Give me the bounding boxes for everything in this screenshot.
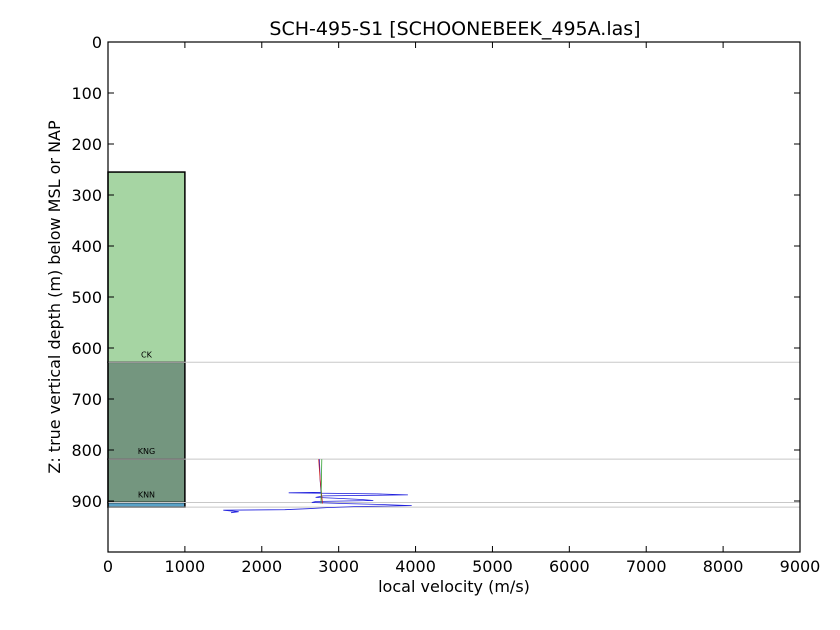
y-axis: 0 100 200 300 400 500 600 700 800 900 <box>71 33 800 511</box>
series-line <box>223 459 412 514</box>
y-tick-label: 200 <box>71 135 102 154</box>
horizons-layer <box>108 361 800 508</box>
y-tick-label: 800 <box>71 441 102 460</box>
zone-rect <box>107 171 186 364</box>
zones-layer: CK KNG KNN <box>107 171 186 508</box>
x-tick-label: 6000 <box>549 557 590 576</box>
x-tick-label: 1000 <box>165 557 206 576</box>
y-tick-label: 400 <box>71 237 102 256</box>
y-tick-label: 300 <box>71 186 102 205</box>
series-line <box>318 459 323 504</box>
x-tick-label: 9000 <box>780 557 821 576</box>
y-tick-label: 600 <box>71 339 102 358</box>
plot-frame <box>107 41 801 553</box>
y-tick-label: 100 <box>71 84 102 103</box>
x-tick-label: 2000 <box>241 557 282 576</box>
zone-rect <box>107 361 186 460</box>
series-layer <box>223 459 412 514</box>
zone-rect <box>107 501 186 508</box>
zone-label: CK <box>141 350 153 359</box>
x-tick-label: 8000 <box>703 557 744 576</box>
y-tick-label: 700 <box>71 390 102 409</box>
x-tick-label: 7000 <box>626 557 667 576</box>
y-tick-label: 900 <box>71 492 102 511</box>
y-axis-label: Z: true vertical depth (m) below MSL or … <box>45 120 64 474</box>
series-line <box>320 459 323 504</box>
x-axis: 0 1000 2000 3000 4000 5000 6000 7000 8000 9000 <box>103 42 820 576</box>
x-tick-label: 3000 <box>318 557 359 576</box>
x-tick-label: 0 <box>103 557 113 576</box>
x-axis-label: local velocity (m/s) <box>378 577 530 596</box>
y-tick-label: 500 <box>71 288 102 307</box>
x-tick-label: 5000 <box>472 557 513 576</box>
x-tick-label: 4000 <box>395 557 436 576</box>
zone-label: KNG <box>138 447 155 456</box>
chart-title: SCH-495-S1 [SCHOONEBEEK_495A.las] <box>269 18 640 40</box>
y-tick-label: 0 <box>92 33 102 52</box>
zone-label: KNN <box>138 491 155 500</box>
